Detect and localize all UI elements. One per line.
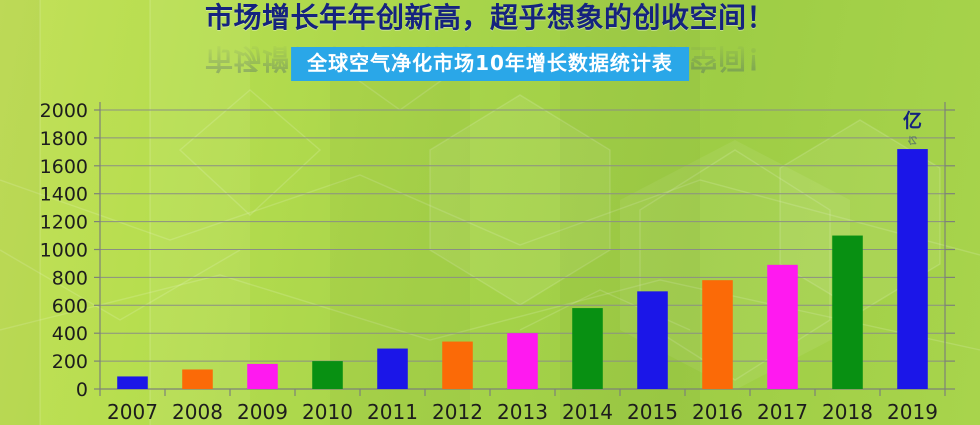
y-tick-label: 1600: [40, 156, 88, 178]
x-axis-ticks: [99, 389, 946, 396]
x-tick-label: 2010: [302, 400, 353, 424]
x-axis-labels: 2007 2008 2009 2010 2011 2012 2013 2014 2015 2016…: [107, 400, 938, 424]
x-tick-label: 2017: [757, 400, 808, 424]
bar: [507, 333, 538, 389]
x-tick-label: 2016: [692, 400, 743, 424]
bar: [702, 280, 733, 389]
x-tick-label: 2019: [887, 400, 938, 424]
headline-text: 市场增长年年创新高，超乎想象的创收空间！: [204, 1, 775, 34]
bar: [572, 308, 603, 389]
y-tick-label: 200: [52, 351, 88, 373]
x-tick-label: 2007: [107, 400, 158, 424]
y-tick-label: 800: [52, 267, 88, 289]
bar: [312, 361, 343, 389]
bar: [247, 363, 278, 389]
unit-label-reflection: 亿: [908, 134, 917, 146]
bar-chart: 2000 1800 1600 1400 1200 1000 800 600 400 200 0 200…: [0, 92, 980, 425]
x-tick-label: 2009: [237, 400, 288, 424]
x-tick-label: 2008: [172, 400, 223, 424]
bar: [117, 376, 148, 389]
x-tick-label: 2018: [822, 400, 873, 424]
bar: [832, 235, 863, 389]
x-tick-label: 2015: [627, 400, 678, 424]
bar-series: [117, 149, 928, 389]
y-tick-label: 0: [76, 379, 88, 401]
unit-label: 亿: [903, 109, 922, 132]
y-tick-label: 1200: [40, 212, 88, 234]
x-tick-label: 2014: [562, 400, 613, 424]
y-tick-label: 2000: [40, 100, 88, 122]
bar: [377, 348, 408, 389]
subtitle-badge: 全球空气净化市场10年增长数据统计表: [291, 47, 689, 81]
bar: [182, 369, 213, 389]
headline-band: 市场增长年年创新高，超乎想象的创收空间！: [0, 0, 980, 46]
bar: [442, 341, 473, 389]
bar: [897, 149, 928, 389]
x-tick-label: 2012: [432, 400, 483, 424]
x-tick-label: 2011: [367, 400, 418, 424]
bar: [637, 291, 668, 389]
y-tick-label: 600: [52, 295, 88, 317]
y-tick-label: 1800: [40, 128, 88, 150]
y-tick-label: 1000: [40, 240, 88, 262]
y-tick-label: 1400: [40, 184, 88, 206]
chart-canvas: 2000180016001400120010008006004002000200…: [40, 100, 955, 424]
x-tick-label: 2013: [497, 400, 548, 424]
bar: [767, 264, 798, 389]
y-tick-label: 400: [52, 323, 88, 345]
